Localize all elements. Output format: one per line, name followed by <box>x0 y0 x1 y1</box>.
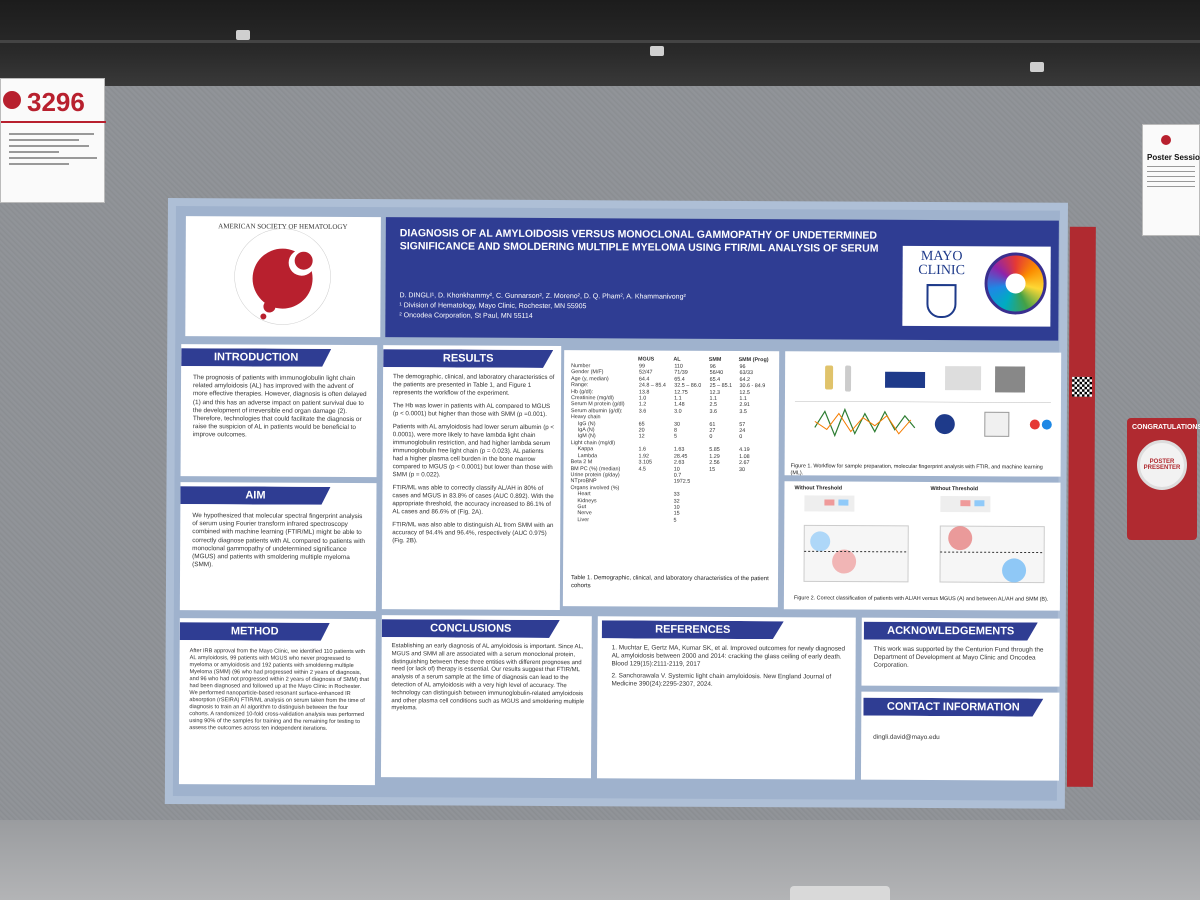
classification-plots <box>803 495 1045 584</box>
ceiling-beam <box>0 40 1200 43</box>
sign-text-lines <box>9 129 99 169</box>
workflow-diagram <box>794 365 1052 438</box>
presenter-pin: POSTER PRESENTER <box>1137 440 1187 490</box>
mayo-clinic-name: MAYO CLINIC <box>918 248 965 279</box>
ash-logo-icon: AMERICAN SOCIETY OF HEMATOLOGY <box>218 222 348 325</box>
society-side-strip <box>1066 226 1096 787</box>
sign-text-lines <box>1147 166 1195 187</box>
ash-logo-icon <box>3 91 21 109</box>
contact-email: dingli.david@mayo.edu <box>873 733 940 742</box>
aim-text: We hypothesized that molecular spectral … <box>192 512 365 569</box>
introduction-text: The prognosis of patients with immunoglo… <box>192 374 367 439</box>
table-cell <box>637 517 672 524</box>
table-cell <box>738 518 775 525</box>
floor <box>0 820 1200 900</box>
results-paragraph: FTIR/ML was able to correctly classify A… <box>392 484 554 516</box>
presenter-badge: CONGRATULATIONS POSTER PRESENTER <box>1127 418 1200 540</box>
badge-text: CONGRATULATIONS <box>1132 424 1200 431</box>
ash-logo: AMERICAN SOCIETY OF HEMATOLOGY <box>185 216 381 338</box>
table-body: Number 99 110 96 96 Gender (M/F) 52/47 71/39 56/… <box>569 363 775 524</box>
reference-item: 2. Sanchorawala V. Systemic light chain … <box>611 671 832 688</box>
board-number-sign: 3296 <box>0 78 106 203</box>
figure-1: Figure 1. Workflow for sample preparatio… <box>784 351 1062 477</box>
ceiling-light <box>650 46 664 56</box>
results-paragraph: Patients with AL amyloidosis had lower s… <box>392 423 555 479</box>
table-row: Liver 5 <box>569 517 774 524</box>
affiliation-2: ² Oncodea Corporation, St Paul, MN 55114 <box>399 312 533 320</box>
table-cell: Liver <box>577 516 590 523</box>
conclusions-heading: CONCLUSIONS <box>382 619 560 638</box>
figure-2a-label: Without Threshold <box>794 485 843 492</box>
method-text: After IRB approval from the Mayo Clinic,… <box>189 648 369 732</box>
mayo-shield-icon <box>926 283 957 319</box>
results-paragraph: The demographic, clinical, and laborator… <box>392 373 555 397</box>
references-heading: REFERENCES <box>602 620 784 639</box>
poster-session-sign: Poster Session <box>1142 124 1200 236</box>
board-number: 3296 <box>27 87 85 117</box>
results-text: The demographic, clinical, and laborator… <box>392 373 555 546</box>
references-panel <box>596 616 856 780</box>
divider <box>1 121 106 123</box>
acknowledgements-text: This work was supported by the Centurion… <box>873 645 1044 670</box>
results-paragraph: FTIR/ML was also able to distinguish AL … <box>392 521 554 545</box>
sign-title: Poster Session <box>1147 153 1200 162</box>
figure-2b-label: Without Threshold <box>930 485 979 493</box>
table-cell <box>708 518 738 525</box>
ceiling-light <box>1030 62 1044 72</box>
conclusions-text: Establishing an early diagnosis of AL am… <box>391 643 585 712</box>
floor-object <box>790 886 890 900</box>
contact-heading: CONTACT INFORMATION <box>863 698 1043 717</box>
table-1: MGUS AL SMM SMM (Prog) Number 99 110 96 96 Gende… <box>562 350 780 608</box>
method-heading: METHOD <box>180 622 330 641</box>
references-text: 1. Muchtar E, Gertz MA, Kumar SK, et al.… <box>611 644 849 689</box>
poster: AMERICAN SOCIETY OF HEMATOLOGY Diagnosis… <box>164 198 1096 809</box>
demographics-table: MGUS AL SMM SMM (Prog) Number 99 110 96 96 Gende… <box>569 356 775 524</box>
figure-2: Without Threshold Without Threshold Figu… <box>783 481 1061 611</box>
results-paragraph: The Hb was lower in patients with AL com… <box>392 402 551 418</box>
acknowledgements-heading: ACKNOWLEDGEMENTS <box>864 622 1038 641</box>
mayo-clinic-logo: MAYO CLINIC <box>902 245 1051 327</box>
table-cell: 5 <box>673 517 677 524</box>
ceiling-light <box>236 30 250 40</box>
results-heading: RESULTS <box>383 349 553 368</box>
oncodea-logo-icon <box>984 252 1047 315</box>
ash-logo-icon <box>1161 135 1171 145</box>
introduction-heading: INTRODUCTION <box>181 348 331 367</box>
authors-block: D. DINGLI¹, D. Khonkhammy², C. Gunnarson… <box>399 291 899 324</box>
figure-1-caption: Figure 1. Workflow for sample preparatio… <box>790 463 1043 477</box>
qr-code-icon <box>1071 376 1093 397</box>
ash-logo-text: AMERICAN SOCIETY OF HEMATOLOGY <box>218 222 347 231</box>
table-caption: Table 1. Demographic, clinical, and labo… <box>570 575 769 590</box>
aim-heading: AIM <box>180 486 330 505</box>
poster-title: Diagnosis of AL Amyloidosis Versus Monoc… <box>399 227 879 255</box>
ceiling <box>0 0 1200 88</box>
reference-item: 1. Muchtar E, Gertz MA, Kumar SK, et al.… <box>611 644 846 669</box>
figure-2-caption: Figure 2. Correct classification of pati… <box>793 595 1049 603</box>
